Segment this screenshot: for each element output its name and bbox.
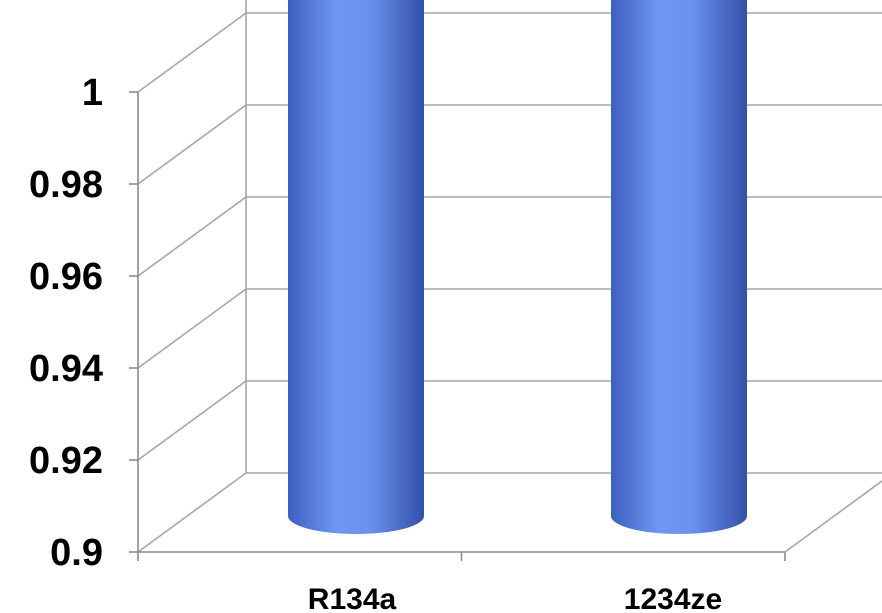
bar-R134a [288, 0, 424, 534]
bar-segment-lower [288, 0, 424, 534]
cylinder-body [611, 0, 747, 534]
gridline-side [137, 380, 247, 461]
y-tick-label: 0.98 [29, 164, 103, 206]
floor-edge [784, 480, 882, 553]
y-tick-label: 0.9 [50, 532, 103, 574]
gridline-side [137, 12, 247, 93]
gridline-side [137, 472, 247, 553]
y-tick-label: 0.96 [29, 256, 103, 298]
gridline-side [137, 104, 247, 185]
gridline-side [137, 288, 247, 369]
bar-1234ze [611, 0, 747, 534]
axis-labels: 0.9 0.92 0.94 0.96 0.98 1 R134a 1234ze [29, 72, 722, 613]
cylinder-body [288, 0, 424, 534]
y-tick-label: 0.94 [29, 348, 103, 390]
y-tick-label: 1 [82, 72, 103, 114]
gridline-side [137, 196, 247, 277]
bars [288, 0, 747, 534]
x-category-label: R134a [308, 583, 397, 613]
axes [129, 91, 786, 561]
x-category-label: 1234ze [624, 583, 722, 613]
bar-segment-lower [611, 0, 747, 534]
y-tick-label: 0.92 [29, 440, 103, 482]
gridlines [137, 0, 882, 553]
